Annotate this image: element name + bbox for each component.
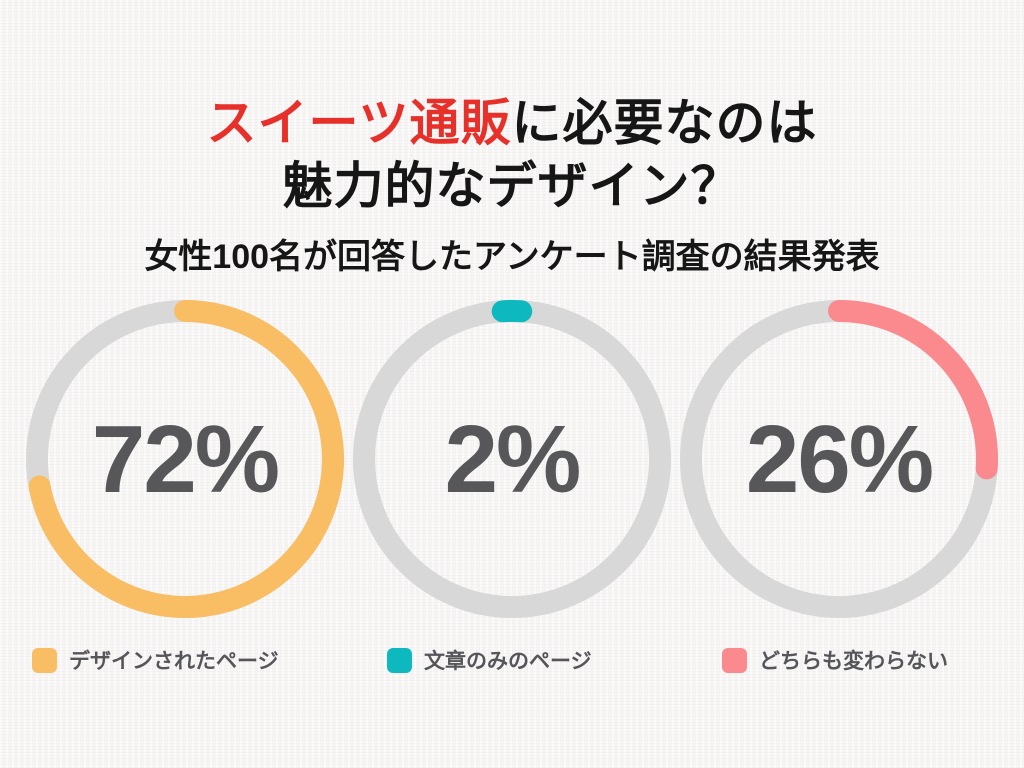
ring-arc-value [680,300,998,618]
donut-chart-no-difference: 26% [680,300,998,618]
legend-item-no-difference: どちらも変わらない [722,645,948,675]
donut-chart-row: 72% 2% 26% [0,300,1024,618]
legend-item-designed-page: デザインされたページ [32,645,279,675]
legend-label: 文章のみのページ [424,650,592,673]
legend-swatch-orange [32,647,57,673]
percent-value: 2% [444,406,582,513]
donut-ring-svg [353,300,671,618]
percent-value: 72% [91,406,280,513]
page-subtitle: 女性100名が回答したアンケート調査の結果発表 [144,238,880,276]
donut-ring-svg [680,300,998,618]
ring-arc-value [26,300,344,618]
ring-arc-value [353,300,671,618]
title-line2: 魅力的なデザイン？ [282,158,742,214]
page-title: スイーツ通販に必要なのは 魅力的なデザイン？ [0,92,1024,218]
legend-swatch-teal [387,647,412,673]
legend-swatch-salmon [722,647,747,673]
title-line1-rest: に必要なのは [511,95,818,151]
title-highlight: スイーツ通販 [206,95,512,151]
donut-chart-designed-page: 72% [26,300,344,618]
donut-ring-svg [26,300,344,618]
percent-value: 26% [745,406,934,513]
legend-label: デザインされたページ [69,650,279,673]
donut-chart-text-only-page: 2% [353,300,671,618]
legend-item-text-only-page: 文章のみのページ [387,645,592,675]
legend-label: どちらも変わらない [759,650,948,673]
